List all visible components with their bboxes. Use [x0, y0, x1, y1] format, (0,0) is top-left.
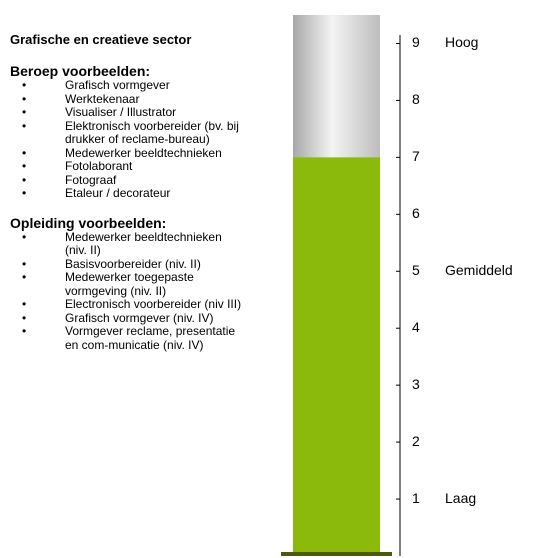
document: Grafische en creatieve sector Beroep voo… [10, 32, 250, 366]
list-item: Elektronisch voorbereider (bv. bij drukk… [10, 119, 245, 147]
list-item: Basisvoorbereider (niv. II) [10, 257, 245, 272]
list-item: Medewerker beeldtechnieken (niv. II) [10, 230, 245, 258]
y-tick-label: 4 [412, 319, 420, 335]
sections: Beroep voorbeelden:Grafisch vormgeverWer… [10, 63, 250, 352]
y-tick-label: 3 [412, 376, 420, 392]
y-tick-label: 2 [412, 433, 420, 449]
base [281, 552, 392, 556]
y-tick-label: 8 [412, 91, 420, 107]
section-heading: Opleiding voorbeelden: [10, 214, 167, 231]
title: Grafische en creatieve sector [10, 32, 192, 47]
bar [293, 157, 380, 557]
item-list: Medewerker beeldtechnieken (niv. II)Basi… [10, 230, 250, 353]
list-item: Electronisch voorbereider (niv III) [10, 297, 245, 312]
list-item: Visualiser / Illustrator [10, 105, 245, 120]
annotation: Gemiddeld [445, 262, 513, 278]
list-item: Vormgever reclame, presentatie en com-mu… [10, 324, 245, 352]
list-item: Fotolaborant [10, 159, 245, 174]
list-item: Medewerker toegepaste vormgeving (niv. I… [10, 270, 245, 298]
y-tick-label: 7 [412, 148, 420, 164]
y-tick-label: 9 [412, 34, 420, 50]
list-item: Etaleur / decorateur [10, 186, 245, 201]
y-tick-label: 5 [412, 262, 420, 278]
list-item: Werktekenaar [10, 92, 245, 107]
list-item: Grafisch vormgever (niv. IV) [10, 311, 245, 326]
y-tick-label: 6 [412, 205, 420, 221]
section-heading: Beroep voorbeelden: [10, 63, 151, 79]
list-item: Grafisch vormgever [10, 78, 245, 93]
annotation: Laag [445, 490, 476, 506]
y-tick-label: 1 [412, 490, 420, 506]
list-item: Medewerker beeldtechnieken [10, 146, 245, 161]
list-item: Fotograaf [10, 173, 245, 188]
item-list: Grafisch vormgeverWerktekenaarVisualiser… [10, 78, 250, 201]
annotation: Hoog [445, 34, 478, 50]
